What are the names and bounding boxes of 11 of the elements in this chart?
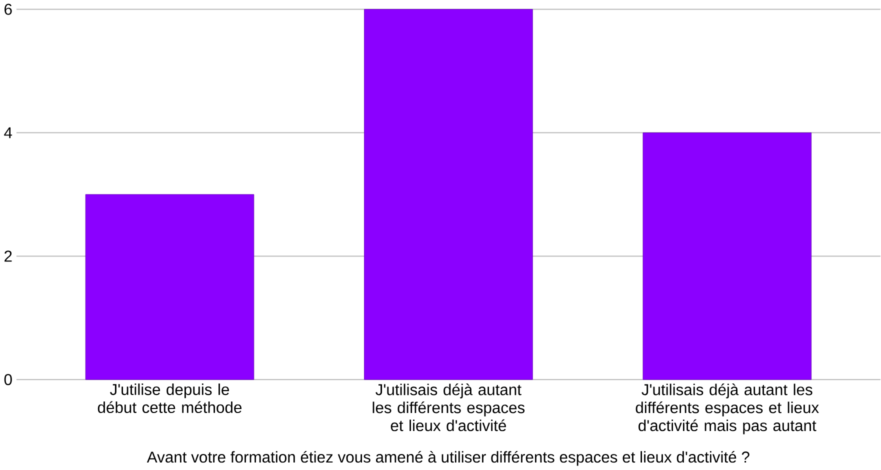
y-tick-label: 6 bbox=[4, 4, 12, 16]
x-tick-label: J'utilisais déjà autant les différents espaces et lieux d'activité mais pas autant bbox=[636, 384, 819, 434]
bar bbox=[85, 194, 254, 380]
y-tick-label: 2 bbox=[4, 250, 12, 262]
x-tick-label: J'utilisais déjà autant les différents espaces et lieux d'activité bbox=[372, 384, 525, 432]
y-tick-label: 0 bbox=[4, 374, 12, 386]
bar bbox=[642, 132, 812, 380]
bar bbox=[364, 9, 533, 380]
x-tick-label: J'utilise depuis le début cette méthode bbox=[98, 384, 242, 414]
y-tick-label: 4 bbox=[4, 128, 12, 138]
x-axis-title: Avant votre formation étiez vous amené à utiliser différents espaces et lieux d'activité ? bbox=[146, 451, 750, 466]
